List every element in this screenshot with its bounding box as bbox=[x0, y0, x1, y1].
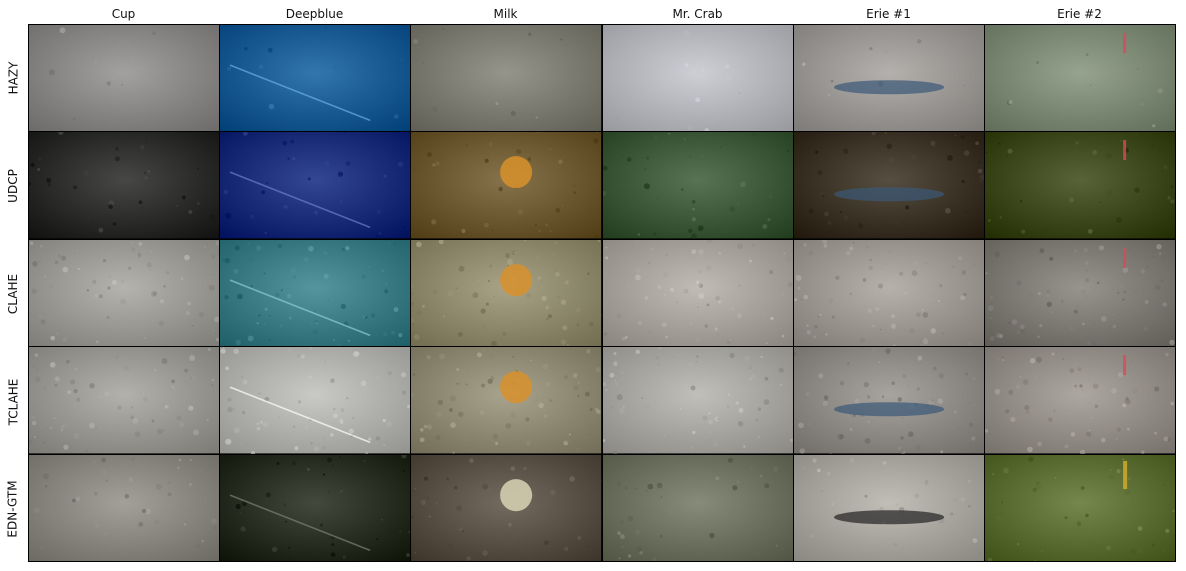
image-udcp-mr-crab bbox=[602, 132, 793, 239]
image-clahe-mr-crab bbox=[602, 239, 793, 347]
image-edn-milk bbox=[411, 454, 602, 561]
image-hazy-mr-crab bbox=[602, 25, 793, 132]
image-tclahe-deepblue bbox=[220, 347, 411, 454]
row-label-clahe-text: CLAHE bbox=[6, 273, 20, 314]
image-edn-cup bbox=[29, 454, 220, 561]
image-udcp-cup bbox=[29, 132, 220, 239]
image-hazy-cup bbox=[29, 25, 220, 132]
column-label-milk: Milk bbox=[493, 7, 518, 21]
image-clahe-erie-2 bbox=[984, 239, 1175, 347]
image-clahe-deepblue bbox=[220, 239, 411, 347]
column-label-cup: Cup bbox=[111, 7, 136, 21]
image-tclahe-erie-1 bbox=[793, 347, 984, 454]
row-label-edn-gtm: EDN-GTM bbox=[2, 455, 24, 562]
image-udcp-erie-2 bbox=[984, 132, 1175, 239]
image-hazy-deepblue bbox=[220, 25, 411, 132]
image-clahe-erie-1 bbox=[793, 239, 984, 347]
row-label-udcp-text: UDCP bbox=[6, 168, 21, 203]
image-clahe-cup bbox=[29, 239, 220, 347]
column-label-deepblue: Deepblue bbox=[285, 7, 344, 21]
row-label-clahe: CLAHE bbox=[2, 240, 24, 347]
column-label-mr-crab: Mr. Crab bbox=[672, 7, 723, 21]
image-tclahe-cup bbox=[29, 347, 220, 454]
row-label-tclahe-text: TCLAHE bbox=[6, 378, 20, 425]
image-edn-mr-crab bbox=[602, 454, 793, 561]
column-label-erie-2: Erie #2 bbox=[1057, 7, 1102, 21]
image-tclahe-mr-crab bbox=[602, 347, 793, 454]
image-edn-erie-2 bbox=[984, 454, 1175, 561]
row-label-tclahe: TCLAHE bbox=[2, 348, 24, 455]
image-udcp-erie-1 bbox=[793, 132, 984, 239]
image-tclahe-milk bbox=[411, 347, 602, 454]
image-hazy-erie-2 bbox=[984, 25, 1175, 132]
image-clahe-milk bbox=[411, 239, 602, 347]
column-label-erie-1: Erie #1 bbox=[866, 7, 911, 21]
image-edn-erie-1 bbox=[793, 454, 984, 561]
row-label-hazy: HAZY bbox=[2, 24, 24, 131]
image-udcp-deepblue bbox=[220, 132, 411, 239]
image-edn-deepblue bbox=[220, 454, 411, 561]
image-grid bbox=[28, 24, 1176, 562]
image-hazy-milk bbox=[411, 25, 602, 132]
image-hazy-erie-1 bbox=[793, 25, 984, 132]
image-tclahe-erie-2 bbox=[984, 347, 1175, 454]
row-label-udcp: UDCP bbox=[2, 132, 24, 239]
image-udcp-milk bbox=[411, 132, 602, 239]
row-label-edn-gtm-text: EDN-GTM bbox=[6, 479, 20, 538]
row-label-hazy-text: HAZY bbox=[6, 61, 21, 94]
